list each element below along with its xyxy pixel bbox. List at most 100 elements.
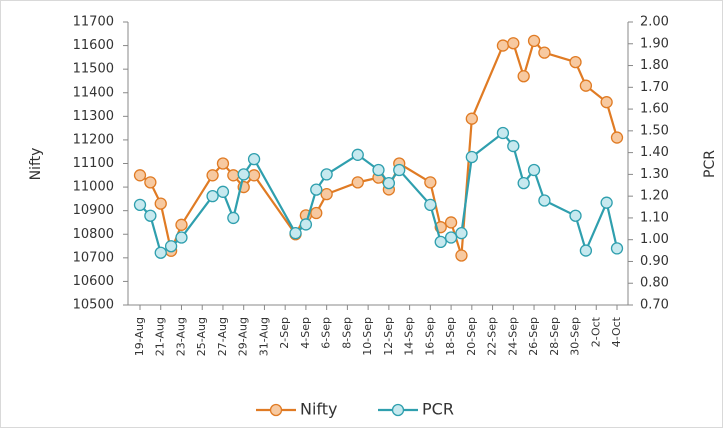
y2-tick-label: 1.70 xyxy=(640,80,669,95)
legend-marker xyxy=(391,403,405,417)
y2-tick-label: 0.90 xyxy=(640,254,669,269)
point xyxy=(206,169,219,182)
point xyxy=(175,218,188,231)
y2-tick-label: 2.00 xyxy=(640,15,669,30)
point xyxy=(569,209,582,222)
y-axis-title: Nifty xyxy=(28,148,44,181)
x-tick-label: 22-Sep xyxy=(486,317,499,356)
point xyxy=(444,231,458,244)
point xyxy=(310,206,323,220)
y2-tick-label: 1.80 xyxy=(640,58,669,73)
point xyxy=(507,139,520,153)
point xyxy=(154,246,167,259)
point xyxy=(517,176,530,190)
point xyxy=(610,131,624,144)
point xyxy=(372,163,385,177)
legend-marker xyxy=(269,403,283,417)
x-tick-label: 12-Sep xyxy=(382,317,395,356)
point xyxy=(154,197,167,210)
point xyxy=(320,168,333,181)
point xyxy=(424,176,437,189)
point xyxy=(455,227,468,240)
y-tick-label: 11500 xyxy=(73,62,114,77)
x-tick-label: 4-Oct xyxy=(610,316,623,347)
x-tick-label: 16-Sep xyxy=(423,317,436,356)
x-tick-label: 4-Sep xyxy=(299,317,312,349)
point xyxy=(299,218,313,231)
y-tick-label: 10900 xyxy=(73,203,114,218)
point xyxy=(517,70,530,83)
point xyxy=(144,176,157,189)
y-tick-label: 10600 xyxy=(73,274,114,289)
point xyxy=(507,37,520,50)
point xyxy=(320,188,333,201)
y2-tick-label: 1.40 xyxy=(640,145,669,160)
y-tick-label: 11200 xyxy=(73,132,114,147)
point xyxy=(164,240,178,253)
point xyxy=(496,126,510,140)
point xyxy=(424,198,437,212)
point xyxy=(465,112,478,125)
x-tick-label: 14-Sep xyxy=(403,317,416,356)
y2-tick-label: 1.50 xyxy=(640,123,669,138)
point xyxy=(133,198,147,212)
point xyxy=(496,39,510,52)
point xyxy=(569,55,582,69)
point xyxy=(538,194,551,207)
point xyxy=(465,150,478,164)
x-tick-label: 18-Sep xyxy=(444,317,457,356)
point xyxy=(393,163,406,177)
x-tick-label: 6-Sep xyxy=(320,317,333,349)
y-tick-label: 11300 xyxy=(73,109,114,124)
point xyxy=(579,79,593,92)
point xyxy=(527,34,541,48)
x-tick-label: 28-Sep xyxy=(548,317,561,356)
point xyxy=(144,209,157,222)
point xyxy=(227,211,240,225)
point xyxy=(351,176,364,189)
y-tick-label: 11600 xyxy=(73,38,114,53)
point xyxy=(351,148,364,161)
y-tick-label: 10500 xyxy=(73,298,114,313)
point xyxy=(579,244,593,257)
y-tick-label: 11000 xyxy=(73,180,114,195)
point xyxy=(289,227,302,240)
x-tick-label: 25-Aug xyxy=(195,317,208,356)
x-tick-label: 26-Sep xyxy=(527,317,540,356)
point xyxy=(216,185,230,198)
y2-tick-label: 1.30 xyxy=(640,167,669,182)
y2-tick-label: 1.20 xyxy=(640,189,669,204)
point xyxy=(382,176,396,190)
y-tick-label: 11400 xyxy=(73,85,114,100)
x-tick-label: 21-Aug xyxy=(154,317,167,356)
point xyxy=(434,235,447,249)
y2-tick-label: 1.60 xyxy=(640,102,669,117)
point xyxy=(444,216,458,229)
point xyxy=(600,196,613,209)
point xyxy=(175,231,188,244)
x-tick-label: 23-Aug xyxy=(174,317,187,356)
x-tick-label: 27-Aug xyxy=(216,317,229,356)
x-tick-label: 29-Aug xyxy=(237,317,250,356)
point xyxy=(247,152,261,166)
point xyxy=(206,190,219,203)
x-tick-label: 30-Sep xyxy=(569,317,582,356)
y2-tick-label: 0.70 xyxy=(640,298,669,313)
point xyxy=(527,163,541,177)
y2-tick-label: 1.10 xyxy=(640,210,669,225)
x-tick-label: 31-Aug xyxy=(257,317,270,356)
y2-axis-title: PCR xyxy=(702,150,718,178)
point xyxy=(600,96,613,109)
point xyxy=(216,157,230,170)
y2-tick-label: 0.80 xyxy=(640,276,669,291)
point xyxy=(610,242,624,255)
point xyxy=(227,169,240,182)
x-tick-label: 10-Sep xyxy=(361,317,374,356)
point xyxy=(237,168,250,181)
point xyxy=(538,46,551,59)
legend-label: PCR xyxy=(422,400,454,419)
y-tick-label: 11700 xyxy=(73,15,114,30)
x-tick-label: 8-Sep xyxy=(340,317,353,349)
y2-tick-label: 1.00 xyxy=(640,232,669,247)
